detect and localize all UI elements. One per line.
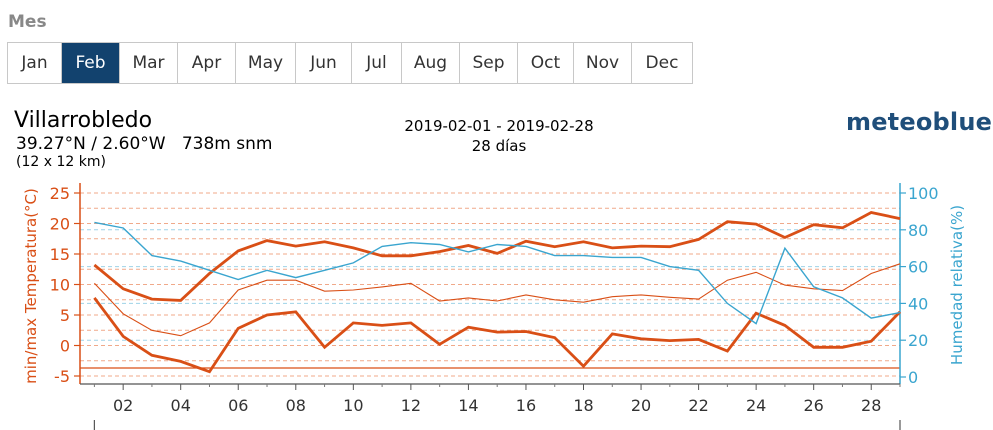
- mean-temperature-line: [94, 263, 901, 337]
- max-temperature-line: [93, 211, 901, 302]
- left-tick-label: 25: [50, 184, 70, 203]
- x-tick-label: 20: [631, 396, 651, 415]
- month-section-title: Mes: [8, 12, 47, 32]
- month-tab-nov[interactable]: Nov: [574, 43, 632, 83]
- month-tab-oct[interactable]: Oct: [518, 43, 574, 83]
- month-tab-aug[interactable]: Aug: [402, 43, 460, 83]
- month-tabs: Jan Feb Mar Apr May Jun Jul Aug Sep Oct Nov Dec: [7, 42, 693, 84]
- month-tab-jul[interactable]: Jul: [352, 43, 402, 83]
- right-tick-label: 80: [908, 221, 928, 240]
- left-tick-label: -5: [54, 367, 70, 386]
- x-tick-label: 02: [113, 396, 133, 415]
- month-tab-may[interactable]: May: [236, 43, 296, 83]
- x-tick-label: 12: [401, 396, 421, 415]
- left-tick-label: 20: [50, 215, 70, 234]
- relative-humidity-line: [94, 221, 901, 325]
- left-tick-label: 5: [60, 306, 70, 325]
- month-tab-mar[interactable]: Mar: [120, 43, 178, 83]
- right-tick-label: 0: [908, 368, 918, 387]
- month-tab-dec[interactable]: Dec: [645, 53, 679, 73]
- left-tick-label: 15: [50, 245, 70, 264]
- coordinates-text: 39.27°N / 2.60°W: [16, 134, 166, 154]
- right-tick-label: 60: [908, 258, 928, 277]
- x-tick-label: 16: [516, 396, 536, 415]
- right-axis-label: Humedad relativa(%): [948, 205, 966, 365]
- month-tab-sep[interactable]: Sep: [460, 43, 518, 83]
- right-tick-label: 100: [908, 184, 939, 203]
- x-tick-label: 06: [228, 396, 248, 415]
- x-tick-label: 22: [688, 396, 708, 415]
- right-tick-label: 20: [908, 331, 928, 350]
- left-axis-label: min/max Temperatura(°C): [22, 188, 40, 384]
- x-tick-label: 08: [286, 396, 306, 415]
- x-tick-label: 10: [343, 396, 363, 415]
- location-name: Villarrobledo: [14, 108, 153, 133]
- day-count: 28 días: [471, 137, 527, 155]
- x-tick-label: 26: [804, 396, 824, 415]
- x-tick-label: 04: [171, 396, 191, 415]
- left-tick-label: 10: [50, 276, 70, 295]
- x-tick-label: 14: [458, 396, 478, 415]
- period-info: 2019-02-01 - 2019-02-28 28 días: [390, 116, 608, 156]
- left-tick-label: 0: [60, 337, 70, 356]
- min-temperature-line: [93, 297, 901, 374]
- x-tick-label: 24: [746, 396, 766, 415]
- location-coordinates: 39.27°N / 2.60°W 738m snm: [16, 134, 272, 154]
- elevation-text: 738m snm: [181, 134, 273, 154]
- right-tick-label: 40: [908, 294, 928, 313]
- month-tab-jan[interactable]: Jan: [8, 43, 62, 83]
- x-tick-label: 28: [861, 396, 881, 415]
- month-tab-feb[interactable]: Feb: [62, 43, 120, 83]
- date-range: 2019-02-01 - 2019-02-28: [404, 117, 594, 135]
- x-tick-label: 18: [573, 396, 593, 415]
- month-tab-apr[interactable]: Apr: [178, 43, 236, 83]
- grid-resolution: (12 x 12 km): [16, 154, 106, 170]
- meteoblue-logo[interactable]: meteoblue: [846, 108, 993, 136]
- month-tab-jun[interactable]: Jun: [296, 43, 352, 83]
